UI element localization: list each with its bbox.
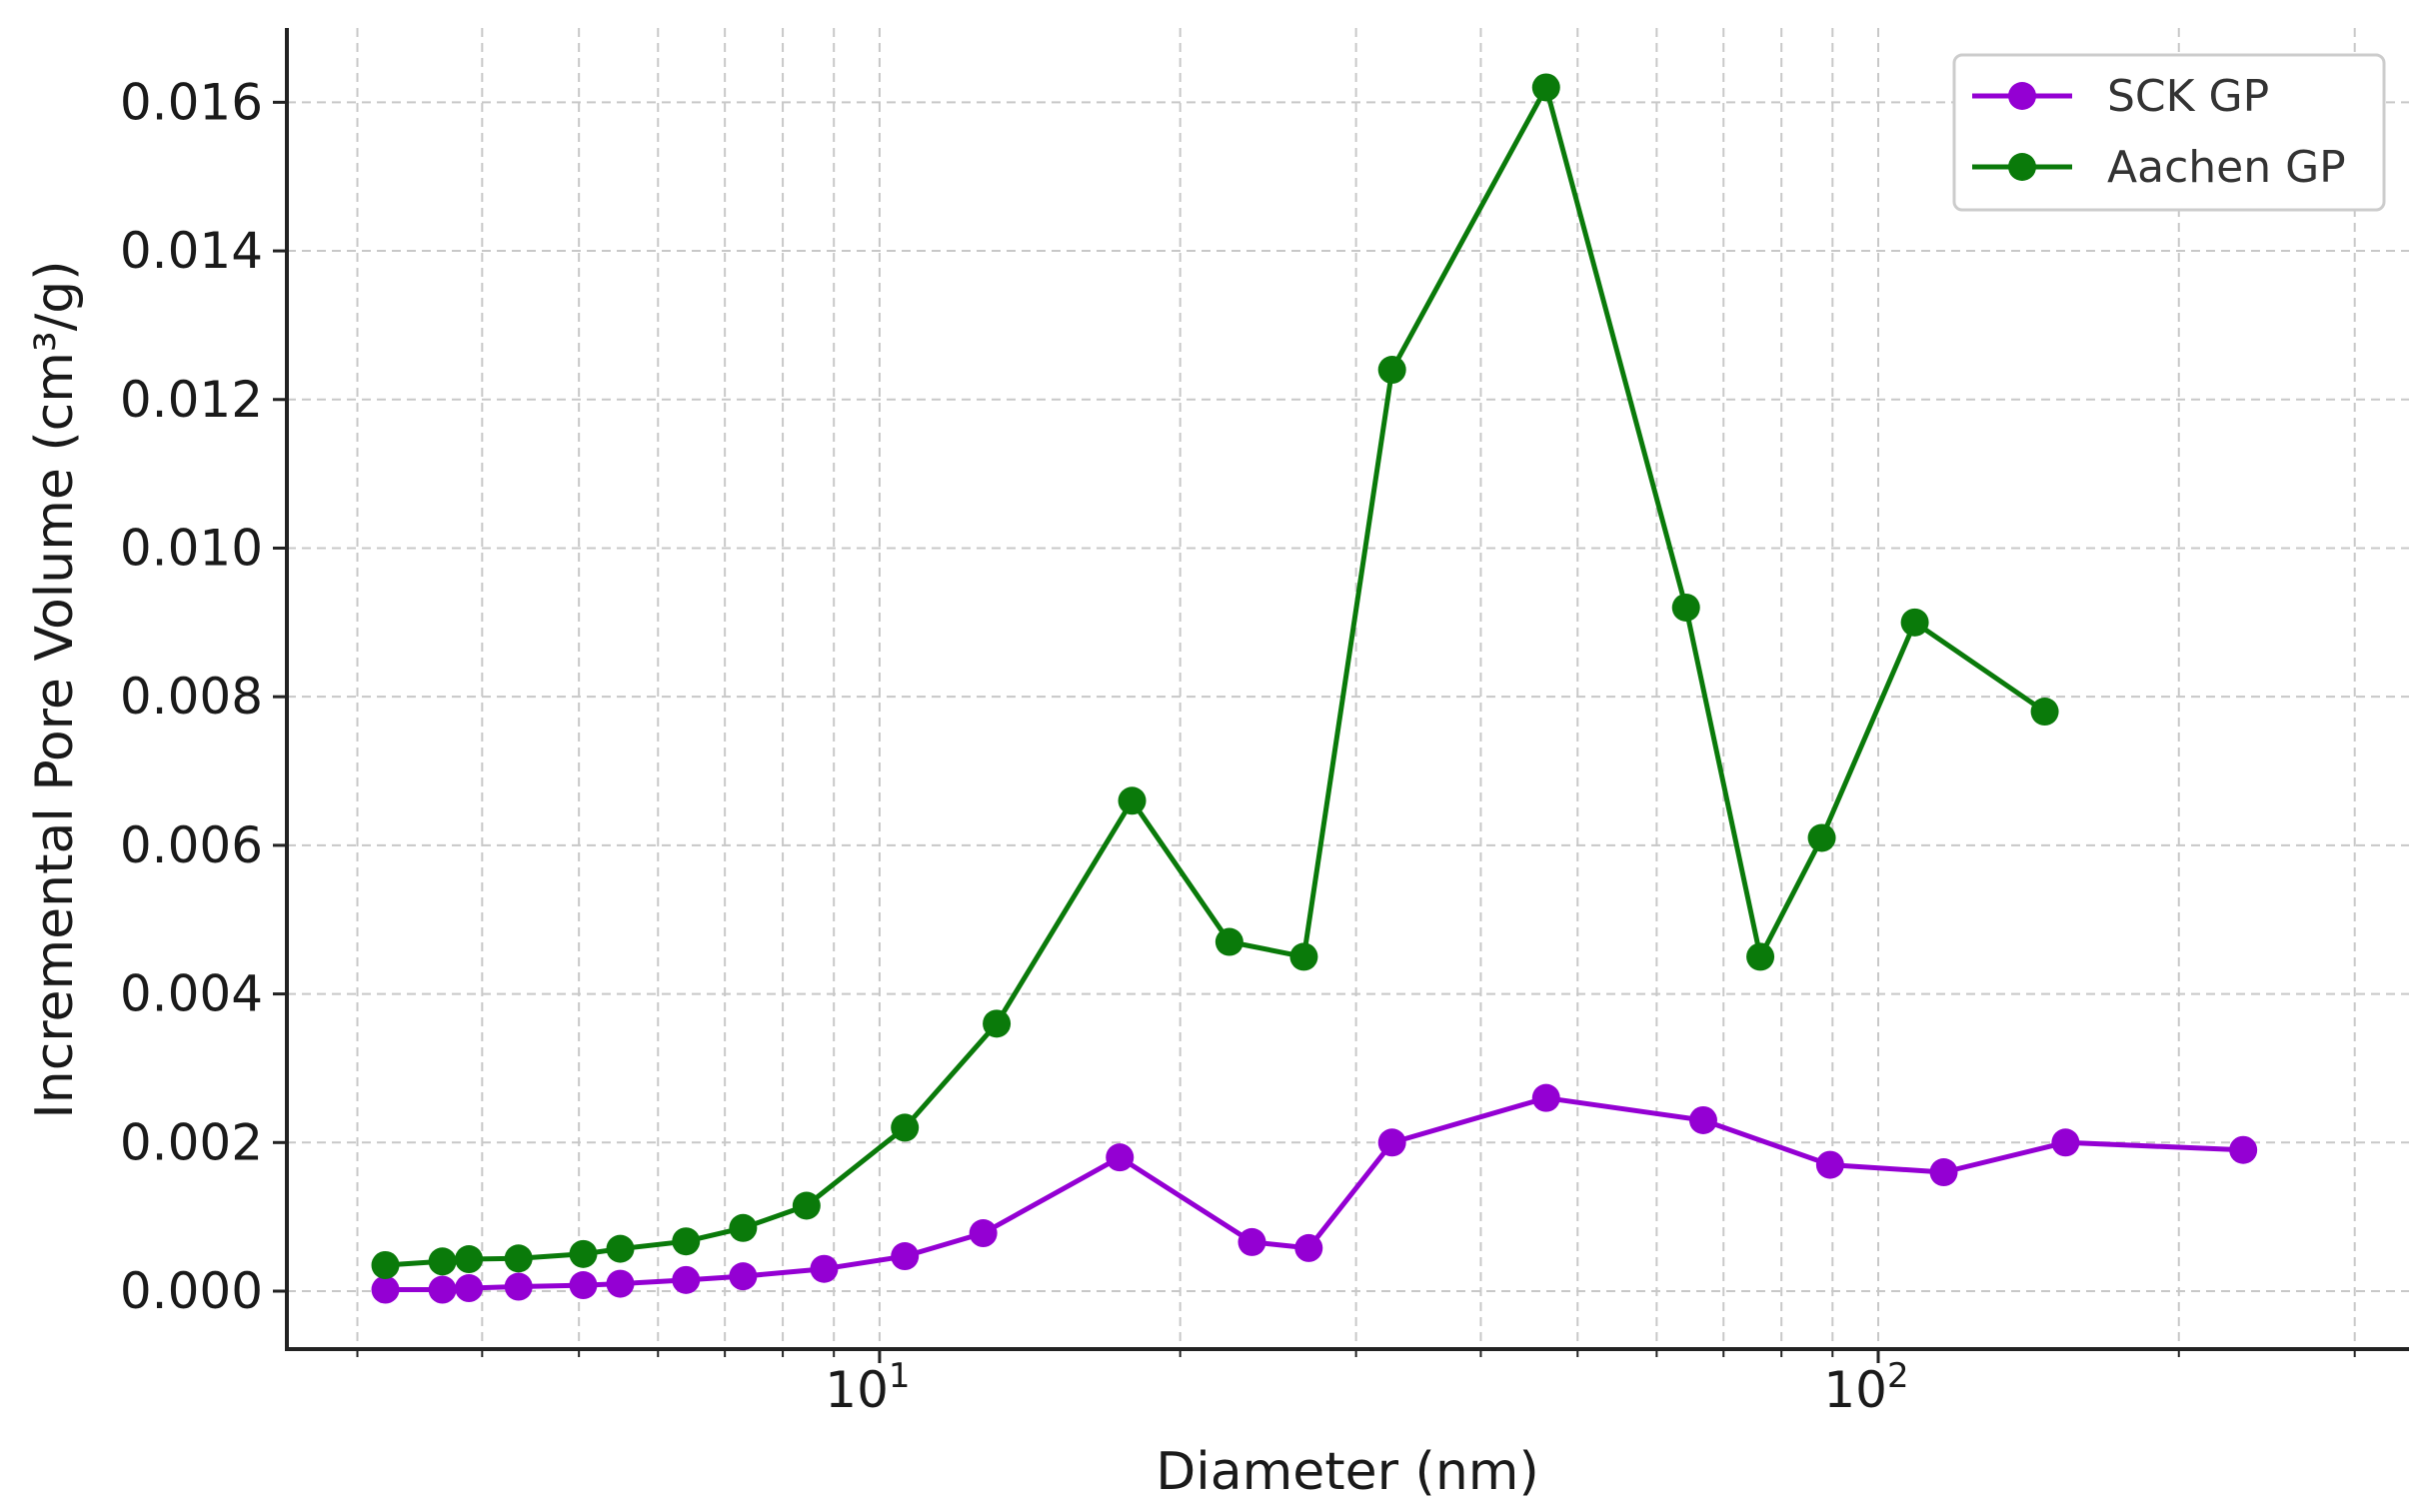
data-point-sck-gp xyxy=(2051,1128,2080,1157)
data-point-sck-gp xyxy=(1294,1233,1323,1262)
legend: SCK GP Aachen GP xyxy=(1952,53,2386,212)
ticks: 0.000 0.002 0.004 0.006 0.008 0.010 0.012 0.014… xyxy=(120,73,2356,1419)
data-point-aachen-gp xyxy=(2030,698,2059,727)
data-point-aachen-gp xyxy=(1215,927,1243,956)
series-layer xyxy=(371,73,2258,1304)
legend-marker-aachen xyxy=(2008,153,2036,181)
data-point-sck-gp xyxy=(569,1271,598,1300)
y-tick-label: 0.002 xyxy=(120,1113,263,1171)
y-tick-label: 0.000 xyxy=(120,1262,263,1320)
y-tick-label: 0.006 xyxy=(120,816,263,874)
legend-marker-sck xyxy=(2008,82,2036,110)
data-point-aachen-gp xyxy=(1807,823,1836,852)
data-point-aachen-gp xyxy=(504,1244,533,1273)
data-point-sck-gp xyxy=(504,1272,533,1301)
data-point-aachen-gp xyxy=(371,1250,400,1279)
data-point-sck-gp xyxy=(729,1262,758,1291)
data-point-sck-gp xyxy=(455,1274,484,1303)
x-axis-label: Diameter (nm) xyxy=(1156,1442,1538,1502)
data-point-sck-gp xyxy=(371,1275,400,1304)
data-point-aachen-gp xyxy=(792,1191,821,1220)
data-point-aachen-gp xyxy=(606,1234,635,1263)
data-point-aachen-gp xyxy=(1531,73,1560,102)
data-point-aachen-gp xyxy=(891,1113,920,1142)
data-point-aachen-gp xyxy=(455,1245,484,1274)
data-point-aachen-gp xyxy=(428,1247,457,1276)
data-point-aachen-gp xyxy=(1377,356,1406,385)
data-point-sck-gp xyxy=(1688,1105,1717,1134)
data-point-sck-gp xyxy=(428,1275,457,1304)
data-point-aachen-gp xyxy=(729,1213,758,1242)
x-tick-label: 102 xyxy=(1823,1356,1908,1419)
data-point-sck-gp xyxy=(1377,1128,1406,1157)
data-point-sck-gp xyxy=(606,1269,635,1298)
data-point-aachen-gp xyxy=(1671,593,1700,622)
legend-label-sck: SCK GP xyxy=(2107,71,2269,122)
data-point-aachen-gp xyxy=(1746,942,1775,971)
data-point-aachen-gp xyxy=(983,1009,1012,1038)
data-point-aachen-gp xyxy=(1900,608,1929,637)
data-point-sck-gp xyxy=(969,1219,998,1248)
y-tick-label: 0.008 xyxy=(120,668,263,726)
series-line-aachen-gp xyxy=(385,85,2047,1268)
data-point-sck-gp xyxy=(2229,1135,2258,1164)
y-tick-label: 0.004 xyxy=(120,965,263,1023)
data-point-aachen-gp xyxy=(569,1239,598,1268)
y-axis-label: Incremental Pore Volume (cm³/g) xyxy=(25,260,85,1118)
y-tick-label: 0.010 xyxy=(120,519,263,577)
data-point-sck-gp xyxy=(810,1254,839,1283)
data-point-sck-gp xyxy=(672,1265,701,1294)
data-point-sck-gp xyxy=(1929,1158,1958,1187)
x-tick-label: 101 xyxy=(825,1356,910,1419)
legend-label-aachen: Aachen GP xyxy=(2107,142,2346,193)
grid xyxy=(287,28,2409,1349)
data-point-sck-gp xyxy=(1237,1227,1266,1256)
data-point-sck-gp xyxy=(1815,1150,1844,1179)
data-point-sck-gp xyxy=(1531,1083,1560,1112)
y-tick-label: 0.012 xyxy=(120,371,263,429)
axes xyxy=(285,28,2409,1351)
data-point-aachen-gp xyxy=(1289,942,1318,971)
data-point-aachen-gp xyxy=(672,1227,701,1256)
data-point-sck-gp xyxy=(891,1242,920,1271)
data-point-sck-gp xyxy=(1106,1143,1135,1172)
y-tick-label: 0.014 xyxy=(120,222,263,280)
y-tick-label: 0.016 xyxy=(120,73,263,131)
series-line-sck-gp xyxy=(385,1095,2244,1292)
data-point-aachen-gp xyxy=(1118,786,1147,815)
